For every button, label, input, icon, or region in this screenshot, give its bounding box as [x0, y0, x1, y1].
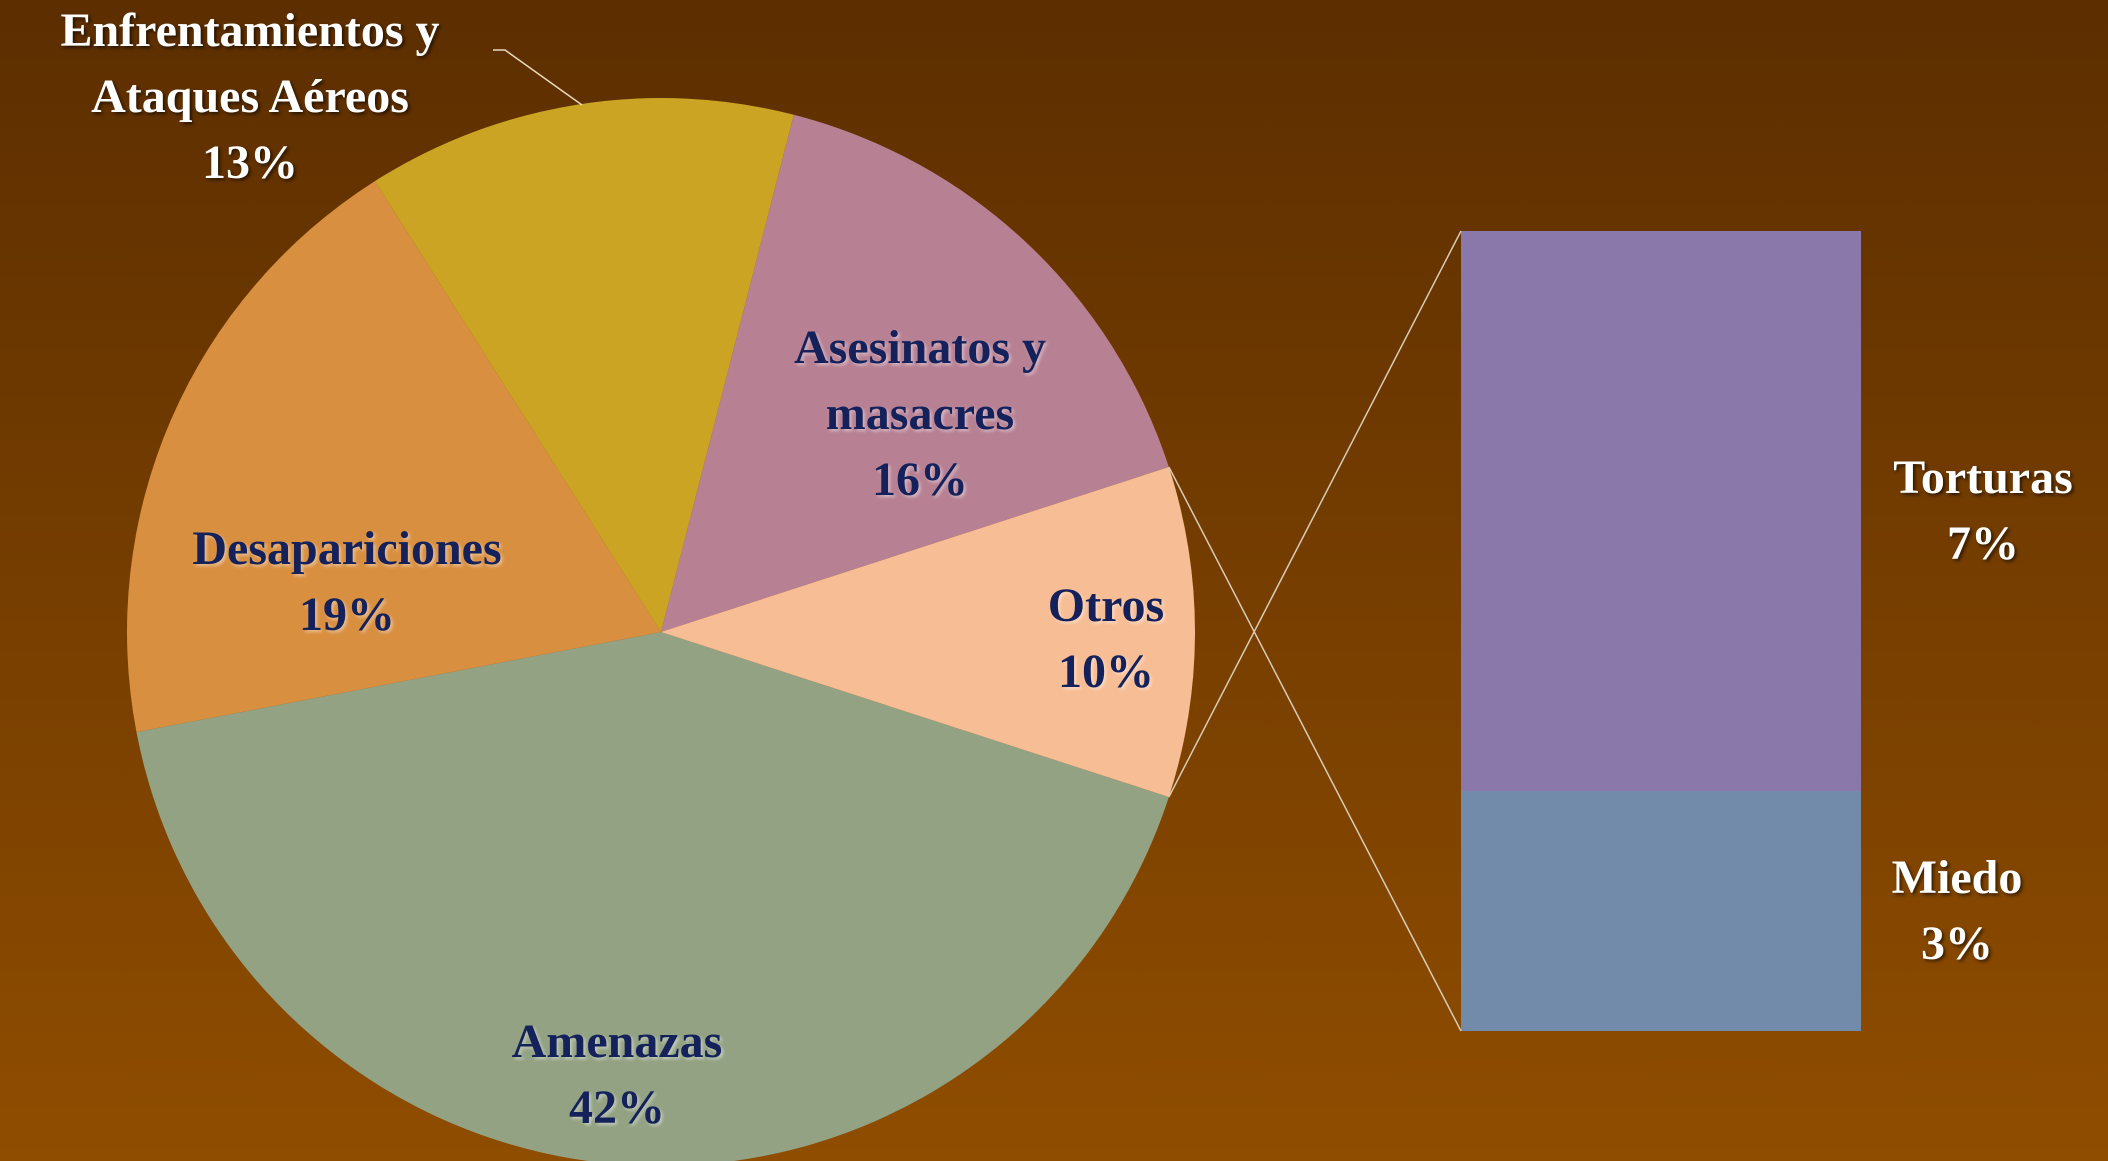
- data-label: Desapariciones 19%: [122, 516, 572, 648]
- pie-slice: [661, 466, 1195, 798]
- category-label: Enfrentamientos y Ataques Aéreos: [60, 4, 440, 123]
- data-label: Otros 10%: [1006, 573, 1206, 705]
- data-label: Enfrentamientos y Ataques Aéreos 13%: [30, 0, 470, 196]
- value-label: 10%: [1058, 645, 1154, 698]
- category-label: Torturas: [1893, 451, 2073, 504]
- connector-line: [1168, 466, 1462, 1032]
- value-label: 42%: [569, 1081, 665, 1134]
- data-label: Asesinatos y masacres 16%: [755, 315, 1085, 513]
- category-label: Otros: [1047, 579, 1165, 632]
- pie-slice: [374, 97, 794, 632]
- category-label: Asesinatos y masacres: [793, 321, 1047, 440]
- value-label: 13%: [202, 136, 298, 189]
- category-label: Desapariciones: [192, 522, 502, 575]
- value-label: 16%: [872, 453, 968, 506]
- data-label: Amenazas 42%: [417, 1009, 817, 1141]
- pie-slice: [126, 181, 661, 733]
- data-label: Miedo 3%: [1837, 845, 2077, 977]
- connector-line: [1168, 230, 1462, 798]
- value-label: 19%: [299, 588, 395, 641]
- value-label: 3%: [1921, 917, 1993, 970]
- pie-slice: [136, 632, 1169, 1161]
- value-label: 7%: [1947, 517, 2019, 570]
- data-label: Torturas 7%: [1863, 445, 2103, 577]
- pie-slice: [661, 114, 1169, 632]
- leader-line: [493, 49, 583, 106]
- bar-segment: [1461, 231, 1861, 791]
- category-label: Amenazas: [511, 1015, 723, 1068]
- bar-segment: [1461, 791, 1861, 1031]
- category-label: Miedo: [1891, 851, 2023, 904]
